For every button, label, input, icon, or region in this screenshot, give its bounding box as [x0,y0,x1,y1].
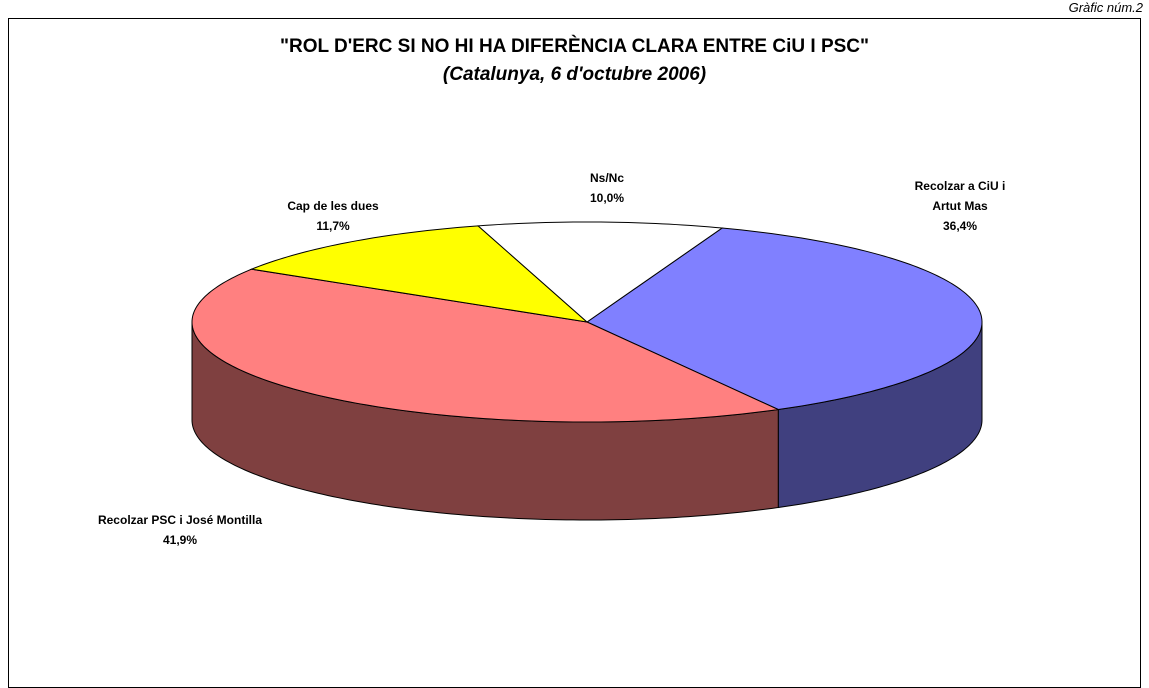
slice-label: Recolzar a CiU i Artut Mas 36,4% [900,176,1020,236]
slice-label: Cap de les dues 11,7% [253,196,413,236]
slice [476,221,724,323]
category-label: Recolzar PSC i José Montilla [97,513,263,527]
category-label: Ns/Nc [589,171,624,185]
category-label: Cap de les dues [287,199,379,213]
chart-title: "ROL D'ERC SI NO HI HA DIFERÈNCIA CLARA … [279,36,870,57]
chart-subtitle: (Catalunya, 6 d'octubre 2006) [442,64,707,85]
slice-label: Recolzar PSC i José Montilla 41,9% [70,510,290,550]
slice [191,268,781,423]
value-label: 36,4% [942,219,978,233]
slice [585,227,983,411]
slice-label: Ns/Nc 10,0% [557,168,657,208]
value-label: 11,7% [316,219,350,233]
value-label: 41,9% [162,533,198,547]
value-label: 10,0% [589,191,625,205]
slice [249,225,589,323]
category-label: Recolzar a CiU i Artut Mas [914,179,1006,213]
page-label: Gràfic núm.2 [1068,0,1143,15]
